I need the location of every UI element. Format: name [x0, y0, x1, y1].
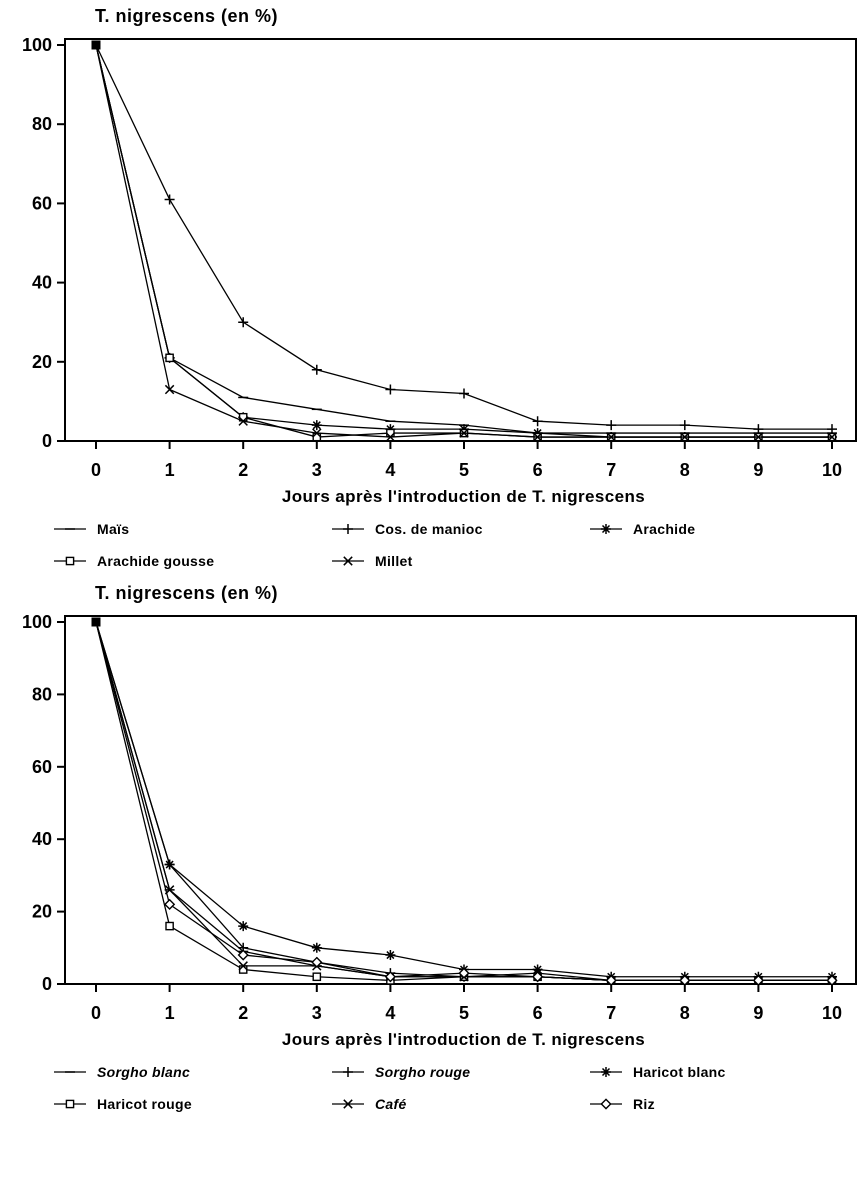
legend-item-arachide: Arachide: [588, 521, 867, 537]
svg-text:80: 80: [32, 114, 52, 134]
svg-text:2: 2: [238, 460, 248, 480]
legend-item-riz: Riz: [588, 1096, 867, 1112]
legend-label: Cos. de manioc: [375, 521, 483, 537]
svg-text:7: 7: [606, 1003, 616, 1023]
svg-text:0: 0: [91, 1003, 101, 1023]
svg-text:4: 4: [385, 1003, 395, 1023]
sorgho-blanc-marker-icon: [54, 1071, 86, 1073]
svg-text:0: 0: [91, 460, 101, 480]
legend-item-sorgho-blanc: Sorgho blanc: [52, 1064, 330, 1080]
svg-text:5: 5: [459, 460, 469, 480]
legend-label: Riz: [633, 1096, 655, 1112]
svg-text:10: 10: [822, 460, 842, 480]
svg-text:80: 80: [32, 684, 52, 704]
svg-text:40: 40: [32, 829, 52, 849]
bottom-plot-area: 0 20 40 60 80 100 0 1 2 3 4 5 6 7 8 9 10: [22, 612, 857, 1023]
bottom-legend: Sorgho blanc Sorgho rouge Haricot blanc Har…: [52, 1064, 867, 1112]
caf-marker-icon: [332, 1099, 364, 1109]
top-plot-area: 0 20 40 60 80 100 0 1 2 3 4 5 6 7 8 9 10: [22, 35, 857, 480]
legend-item-cos-de-manioc: Cos. de manioc: [330, 521, 588, 537]
cos-de-manioc-marker-icon: [332, 524, 364, 534]
legend-label: Haricot rouge: [97, 1096, 192, 1112]
svg-text:8: 8: [680, 460, 690, 480]
svg-text:9: 9: [753, 460, 763, 480]
svg-text:40: 40: [32, 273, 52, 293]
legend-item-ma-s: Maïs: [52, 521, 330, 537]
legend-item-arachide-gousse: Arachide gousse: [52, 553, 330, 569]
legend-item-haricot-blanc: Haricot blanc: [588, 1064, 867, 1080]
ma-s-marker-icon: [54, 528, 86, 530]
svg-text:0: 0: [42, 431, 52, 451]
svg-text:1: 1: [165, 1003, 175, 1023]
svg-text:0: 0: [42, 974, 52, 994]
riz-marker-icon: [590, 1098, 622, 1110]
svg-text:10: 10: [822, 1003, 842, 1023]
top-chart: T. nigrescens (en %) 0 20 40 60 80 100 0 1 2 3 4 5 6…: [0, 6, 867, 569]
svg-text:5: 5: [459, 1003, 469, 1023]
legend-label: Millet: [375, 553, 413, 569]
sorgho-rouge-marker-icon: [332, 1067, 364, 1077]
svg-text:7: 7: [606, 460, 616, 480]
bottom-chart: T. nigrescens (en %) 0 20 40 60 80 100 0 1 2 3 4 5 6…: [0, 583, 867, 1112]
legend-label: Arachide: [633, 521, 696, 537]
svg-text:6: 6: [533, 1003, 543, 1023]
arachide-marker-icon: [590, 524, 622, 534]
chart-title: T. nigrescens (en %): [95, 583, 279, 603]
svg-text:3: 3: [312, 460, 322, 480]
svg-text:9: 9: [753, 1003, 763, 1023]
svg-text:8: 8: [680, 1003, 690, 1023]
legend-label: Haricot blanc: [633, 1064, 726, 1080]
millet-marker-icon: [332, 556, 364, 566]
arachide-gousse-marker-icon: [54, 556, 86, 566]
svg-text:2: 2: [238, 1003, 248, 1023]
legend-item-sorgho-rouge: Sorgho rouge: [330, 1064, 588, 1080]
legend-label: Sorgho rouge: [375, 1064, 471, 1080]
haricot-blanc-marker-icon: [590, 1067, 622, 1077]
legend-label: Café: [375, 1096, 407, 1112]
svg-text:20: 20: [32, 902, 52, 922]
legend-item-millet: Millet: [330, 553, 588, 569]
svg-text:100: 100: [22, 612, 52, 632]
svg-text:100: 100: [22, 35, 52, 55]
svg-text:60: 60: [32, 193, 52, 213]
legend-item-haricot-rouge: Haricot rouge: [52, 1096, 330, 1112]
legend-label: Maïs: [97, 521, 130, 537]
svg-text:60: 60: [32, 757, 52, 777]
svg-text:6: 6: [533, 460, 543, 480]
x-axis-label: Jours après l'introduction de T. nigresc…: [281, 1030, 646, 1049]
top-legend: Maïs Cos. de manioc Arachide Arachide gouss…: [52, 521, 867, 569]
chart-title: T. nigrescens (en %): [95, 6, 279, 26]
svg-text:4: 4: [385, 460, 395, 480]
legend-label: Arachide gousse: [97, 553, 215, 569]
legend-item-caf: Café: [330, 1096, 588, 1112]
x-axis-label: Jours après l'introduction de T. nigresc…: [281, 487, 646, 506]
legend-label: Sorgho blanc: [97, 1064, 191, 1080]
svg-text:20: 20: [32, 352, 52, 372]
svg-text:3: 3: [312, 1003, 322, 1023]
svg-text:1: 1: [165, 460, 175, 480]
haricot-rouge-marker-icon: [54, 1099, 86, 1109]
